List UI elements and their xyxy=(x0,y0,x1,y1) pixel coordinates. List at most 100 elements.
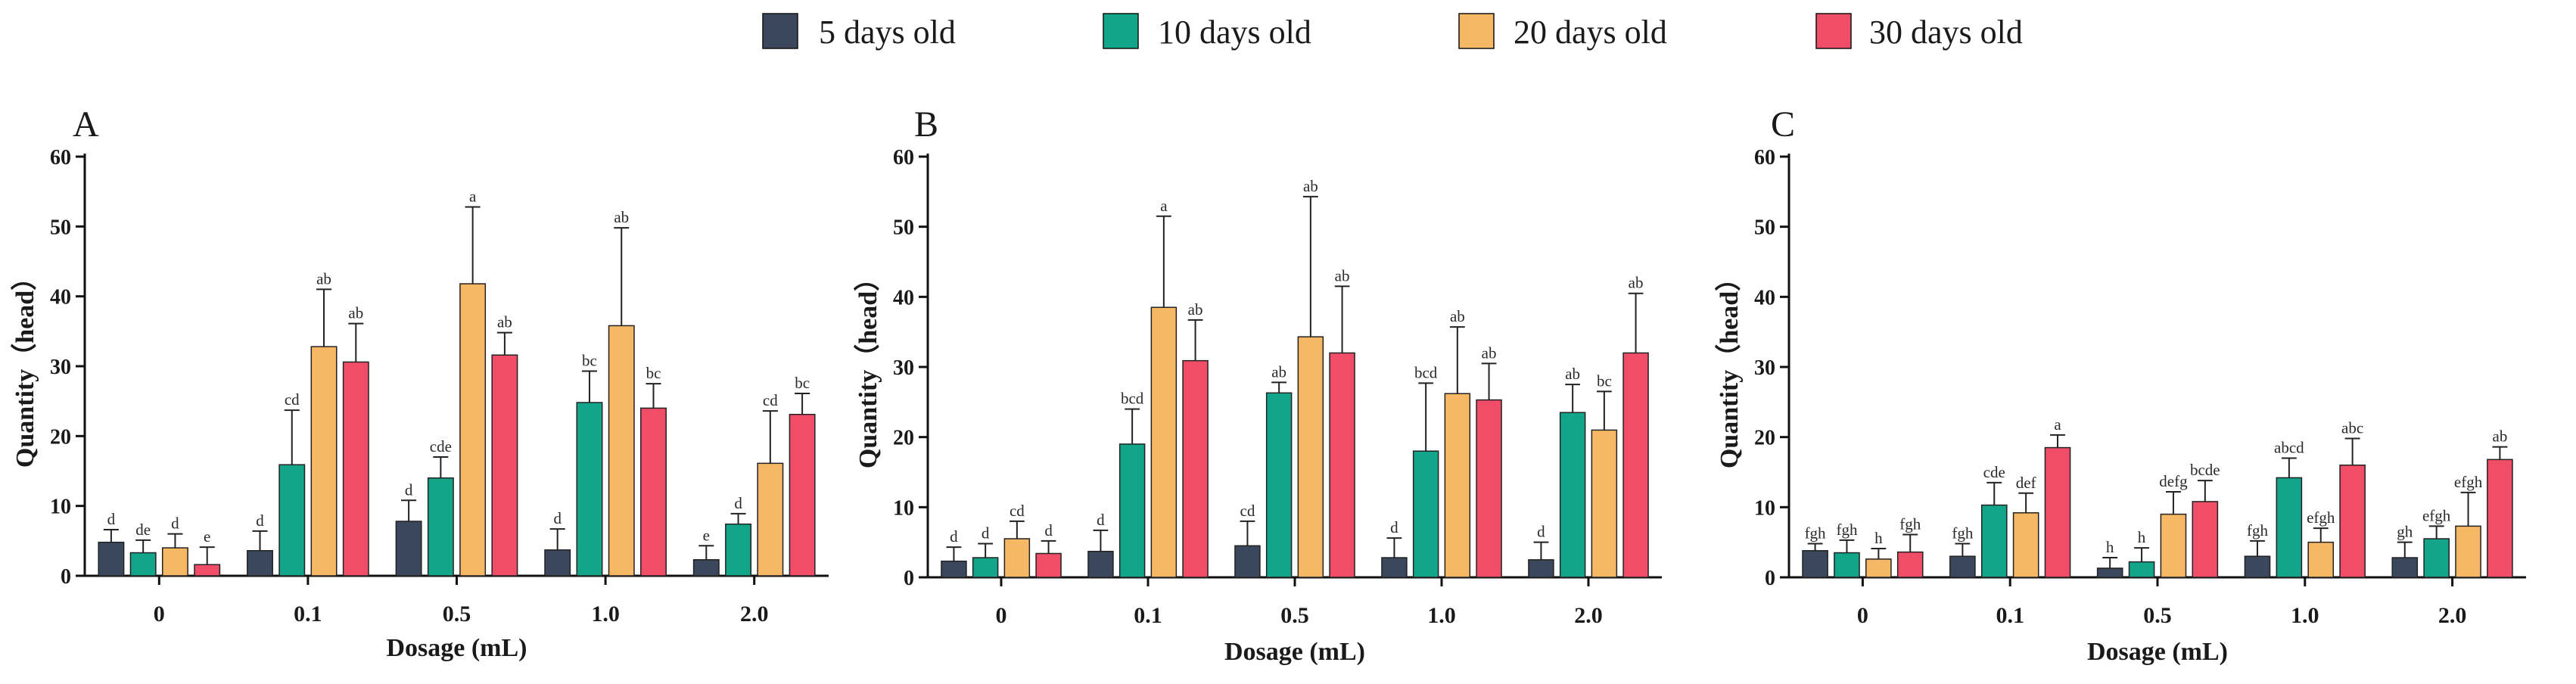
significance-label: efgh xyxy=(2422,506,2451,524)
bar xyxy=(2096,567,2123,578)
significance-label: d xyxy=(1537,523,1545,541)
bar xyxy=(1265,392,1293,578)
significance-label: efgh xyxy=(2454,473,2483,491)
significance-label: d xyxy=(405,480,413,499)
significance-label: d xyxy=(107,510,116,528)
significance-label: h xyxy=(1874,529,1883,547)
significance-label: d xyxy=(1044,521,1053,539)
bar xyxy=(2012,511,2039,578)
significance-label: a xyxy=(1160,197,1168,215)
bar xyxy=(1896,551,1924,578)
panel-letter: A xyxy=(73,104,99,145)
y-axis-title: Quantity（head） xyxy=(1714,266,1744,468)
x-tick-label: 2.0 xyxy=(1574,603,1603,628)
bar xyxy=(608,325,635,577)
significance-label: ab xyxy=(1271,362,1286,381)
bar xyxy=(2339,464,2366,578)
significance-label: cd xyxy=(763,391,778,409)
legend-swatch-5-days xyxy=(762,13,798,49)
bar xyxy=(1297,336,1324,578)
x-tick-label: 0.5 xyxy=(2143,603,2172,628)
bar xyxy=(491,354,518,577)
significance-label: ab xyxy=(1303,177,1318,195)
bar xyxy=(1802,550,1828,578)
bar xyxy=(427,477,454,577)
y-tick-label: 30 xyxy=(893,356,914,380)
significance-label: bcde xyxy=(2190,461,2220,479)
bar xyxy=(2160,513,2187,578)
bar xyxy=(1834,552,1860,578)
significance-label: fgh xyxy=(1805,524,1826,543)
significance-label: d xyxy=(553,509,562,527)
significance-label: de xyxy=(135,521,151,539)
significance-label: d xyxy=(950,527,958,546)
legend-label-20-days: 20 days old xyxy=(1514,14,1667,51)
bar xyxy=(972,557,999,578)
significance-label: ab xyxy=(1188,300,1203,319)
significance-label: ab xyxy=(316,269,331,288)
x-tick-label: 0.5 xyxy=(1280,603,1309,628)
significance-label: e xyxy=(204,527,210,546)
bar xyxy=(757,462,784,577)
significance-label: defg xyxy=(2159,472,2188,490)
y-tick-label: 50 xyxy=(893,216,914,240)
y-tick-label: 30 xyxy=(1754,356,1775,380)
x-tick-label: 2.0 xyxy=(2438,603,2467,628)
significance-label: d xyxy=(1390,518,1398,536)
y-tick-label: 20 xyxy=(50,425,71,449)
bar xyxy=(98,541,125,577)
significance-label: ab xyxy=(1450,307,1465,325)
bar xyxy=(1087,550,1114,578)
y-tick-label: 10 xyxy=(1754,496,1775,520)
bar xyxy=(1591,429,1618,578)
panel-letter: B xyxy=(914,104,938,145)
x-tick-label: 0.5 xyxy=(443,602,471,626)
y-axis-title: Quantity（head） xyxy=(10,265,39,468)
bar xyxy=(1412,450,1439,578)
legend-swatch-30-days xyxy=(1815,13,1852,49)
y-tick-label: 60 xyxy=(50,146,71,169)
bar xyxy=(1559,412,1586,578)
significance-label: abc xyxy=(2341,419,2363,437)
bar xyxy=(1118,443,1146,578)
bar xyxy=(395,521,422,577)
x-tick-label: 1.0 xyxy=(1427,603,1456,628)
legend-label-10-days: 10 days old xyxy=(1158,14,1311,51)
y-tick-label: 30 xyxy=(50,356,71,379)
significance-label: d xyxy=(256,511,264,530)
bar xyxy=(278,464,306,577)
y-axis-title: Quantity（head） xyxy=(853,266,882,468)
bar xyxy=(941,560,967,578)
panel-B: B 0 10 20 30 40 50 60 Quantity（head） Dosage (mL) 0… xyxy=(853,104,1662,666)
y-tick-label: 60 xyxy=(893,146,914,169)
bar xyxy=(1182,359,1209,578)
bar xyxy=(459,283,487,577)
legend: 5 days old 10 days old 20 days old 30 da… xyxy=(762,13,2023,51)
bar xyxy=(2276,477,2303,578)
bar xyxy=(1949,555,1976,578)
y-tick-label: 20 xyxy=(1754,427,1775,450)
x-tick-label: 1.0 xyxy=(591,602,620,626)
x-tick-label: 2.0 xyxy=(740,602,769,626)
bar xyxy=(194,564,221,577)
significance-label: ab xyxy=(1565,365,1580,383)
x-tick-label: 1.0 xyxy=(2291,603,2319,628)
bar xyxy=(310,346,338,577)
bar xyxy=(1035,552,1062,578)
y-tick-label: 0 xyxy=(61,565,71,589)
bar xyxy=(544,549,571,577)
bar xyxy=(2307,541,2335,578)
y-tick-label: 10 xyxy=(50,496,71,519)
bar xyxy=(2128,561,2155,578)
significance-label: fgh xyxy=(1899,515,1921,533)
bar xyxy=(2192,501,2219,578)
significance-label: cd xyxy=(285,390,300,409)
bar xyxy=(129,552,157,577)
bar xyxy=(2044,446,2071,578)
bar xyxy=(1476,399,1502,578)
y-tick-label: 40 xyxy=(50,286,71,309)
significance-label: ab xyxy=(1335,266,1350,284)
y-tick-label: 0 xyxy=(1765,567,1775,590)
x-tick-label: 0 xyxy=(154,602,165,626)
x-tick-label: 0.1 xyxy=(1134,603,1162,628)
